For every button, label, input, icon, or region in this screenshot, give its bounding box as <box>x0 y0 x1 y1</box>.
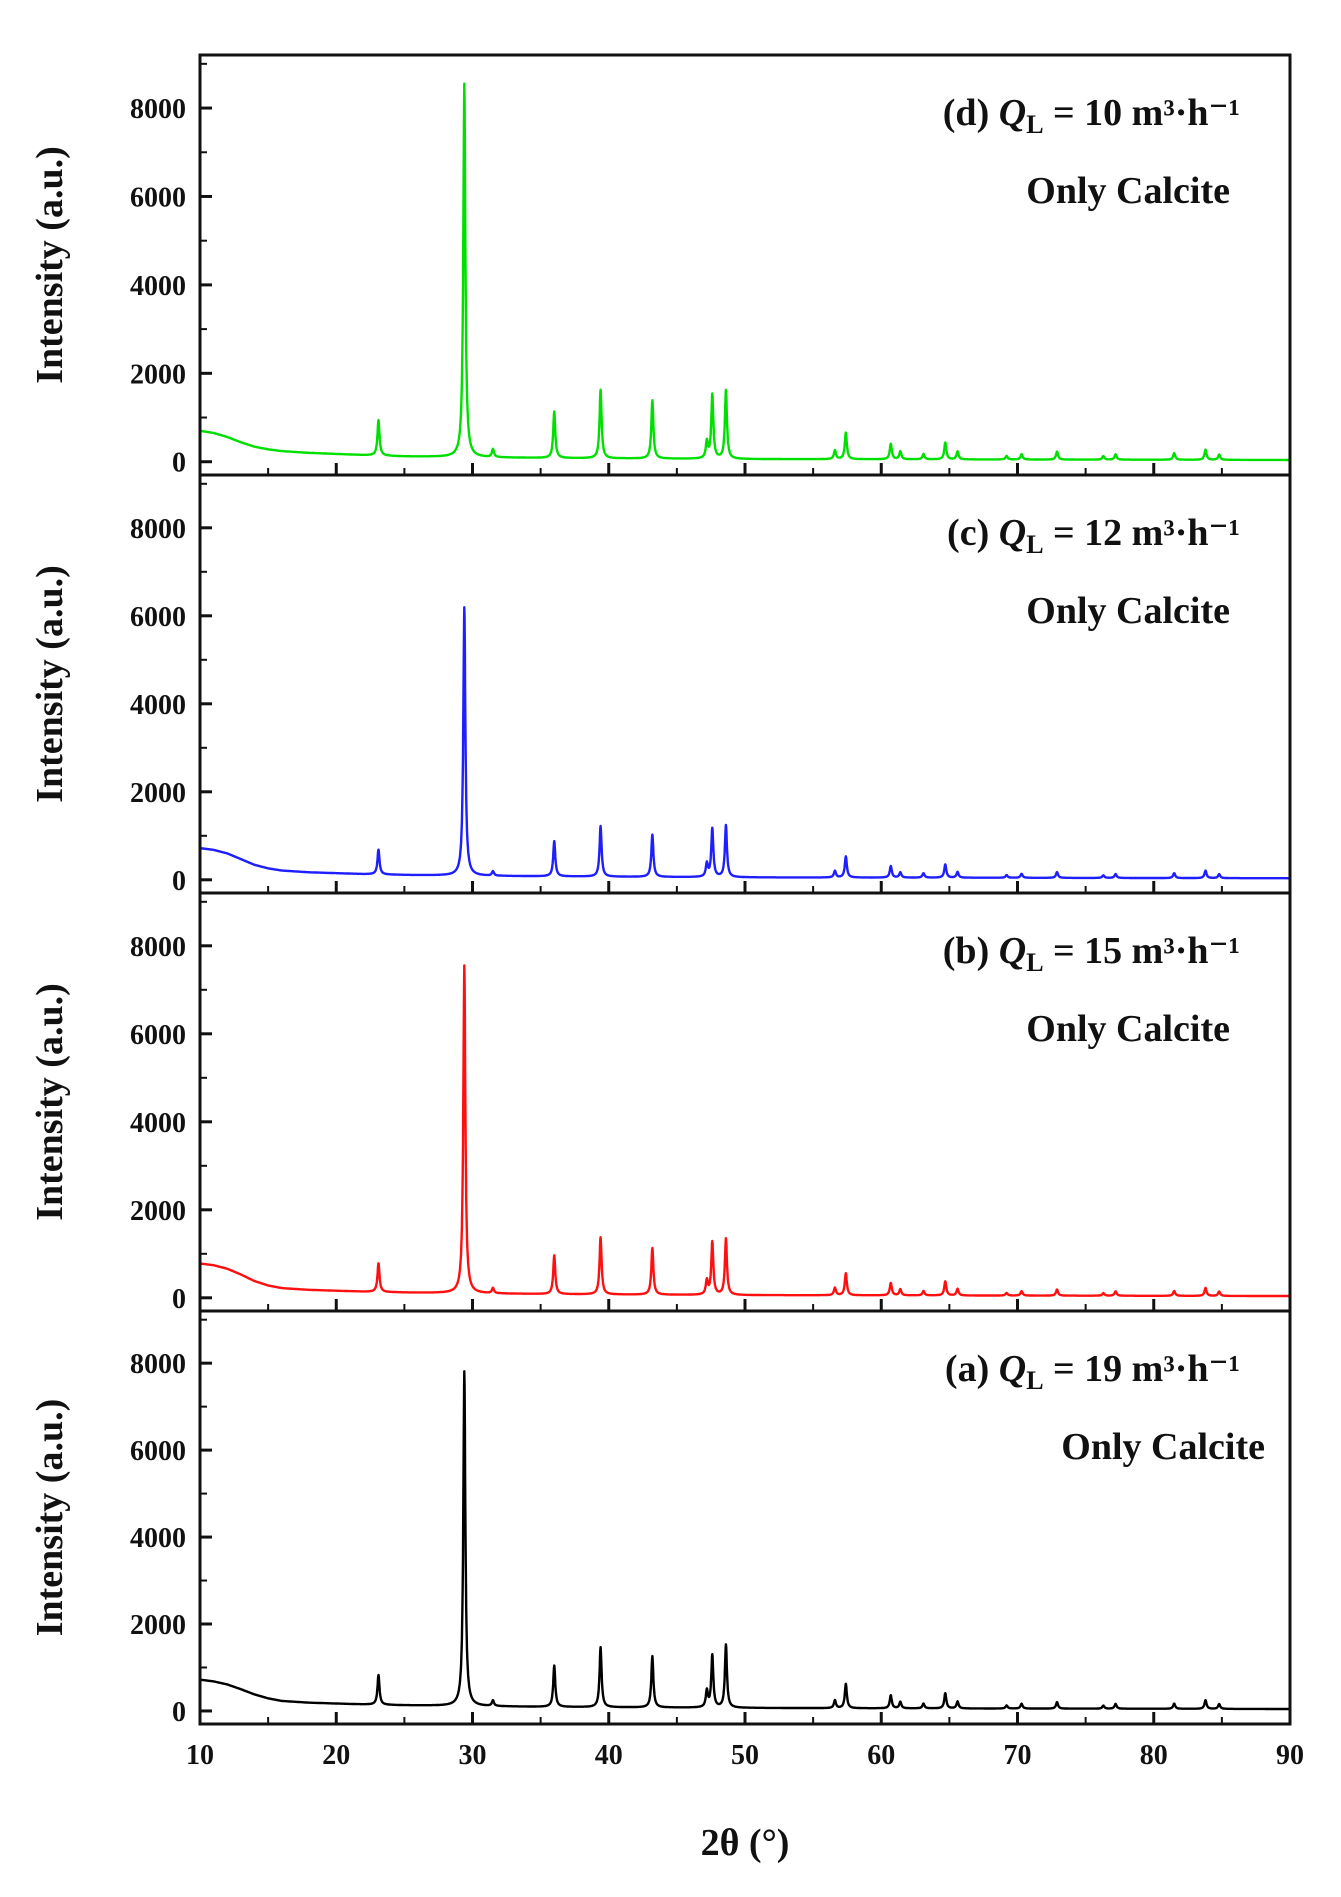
y-tick-label: 0 <box>172 1284 186 1315</box>
series-line-a <box>199 1370 1291 1711</box>
y-tick-label: 4000 <box>130 1108 186 1139</box>
series-line-d <box>199 82 1291 462</box>
x-tick-label: 60 <box>867 1740 895 1771</box>
y-tick-label: 2000 <box>130 359 186 390</box>
y-axis-label: Intensity (a.u.) <box>29 1399 71 1637</box>
x-tick-label: 90 <box>1276 1740 1304 1771</box>
y-tick-label: 6000 <box>130 1020 186 1051</box>
y-tick-label: 4000 <box>130 1523 186 1554</box>
y-tick-label: 6000 <box>130 602 186 633</box>
y-tick-label: 8000 <box>130 932 186 963</box>
phase-note: Only Calcite <box>1026 1008 1230 1050</box>
phase-note: Only Calcite <box>1026 170 1230 212</box>
y-tick-label: 0 <box>172 1697 186 1728</box>
y-tick-label: 0 <box>172 866 186 897</box>
phase-note: Only Calcite <box>1026 590 1230 632</box>
panel-a: 0 2000 4000 6000 8000 Intensity (a.u.) (a) QL … <box>29 1309 1292 1728</box>
x-tick-label: 50 <box>731 1740 759 1771</box>
y-tick-label: 8000 <box>130 94 186 125</box>
x-tick-label: 30 <box>459 1740 487 1771</box>
x-axis-label: 2θ (°) <box>701 1822 790 1864</box>
y-axis-label: Intensity (a.u.) <box>29 146 71 384</box>
series-line-b <box>199 964 1291 1298</box>
y-tick-label: 2000 <box>130 1610 186 1641</box>
x-tick-label: 20 <box>322 1740 350 1771</box>
y-tick-label: 4000 <box>130 271 186 302</box>
panel-annotation: (a) QL = 19 m³·h⁻¹ <box>945 1348 1240 1395</box>
phase-note: Only Calcite <box>1061 1426 1265 1468</box>
x-tick-label: 40 <box>595 1740 623 1771</box>
x-tick-label: 70 <box>1004 1740 1032 1771</box>
series-line-c <box>199 606 1291 880</box>
y-axis-label: Intensity (a.u.) <box>29 983 71 1221</box>
panel-annotation: (d) QL = 10 m³·h⁻¹ <box>943 92 1240 139</box>
x-tick-label: 80 <box>1140 1740 1168 1771</box>
x-tick-label: 10 <box>186 1740 214 1771</box>
y-tick-label: 8000 <box>130 514 186 545</box>
y-axis-label: Intensity (a.u.) <box>29 565 71 803</box>
y-tick-label: 2000 <box>130 1196 186 1227</box>
y-tick-label: 8000 <box>130 1349 186 1380</box>
y-tick-label: 0 <box>172 448 186 479</box>
panel-b: 0 2000 4000 6000 8000 Intensity (a.u.) (b) QL … <box>29 891 1292 1315</box>
panel-annotation: (b) QL = 15 m³·h⁻¹ <box>943 930 1240 977</box>
panel-d: 0 2000 4000 6000 8000 Intensity (a.u.) (d) QL … <box>29 53 1292 479</box>
y-tick-label: 4000 <box>130 690 186 721</box>
y-tick-label: 6000 <box>130 182 186 213</box>
panel-c: 0 2000 4000 6000 8000 Intensity (a.u.) (c) QL … <box>29 473 1292 897</box>
y-tick-label: 6000 <box>130 1436 186 1467</box>
y-tick-label: 2000 <box>130 778 186 809</box>
panel-annotation: (c) QL = 12 m³·h⁻¹ <box>947 512 1240 559</box>
